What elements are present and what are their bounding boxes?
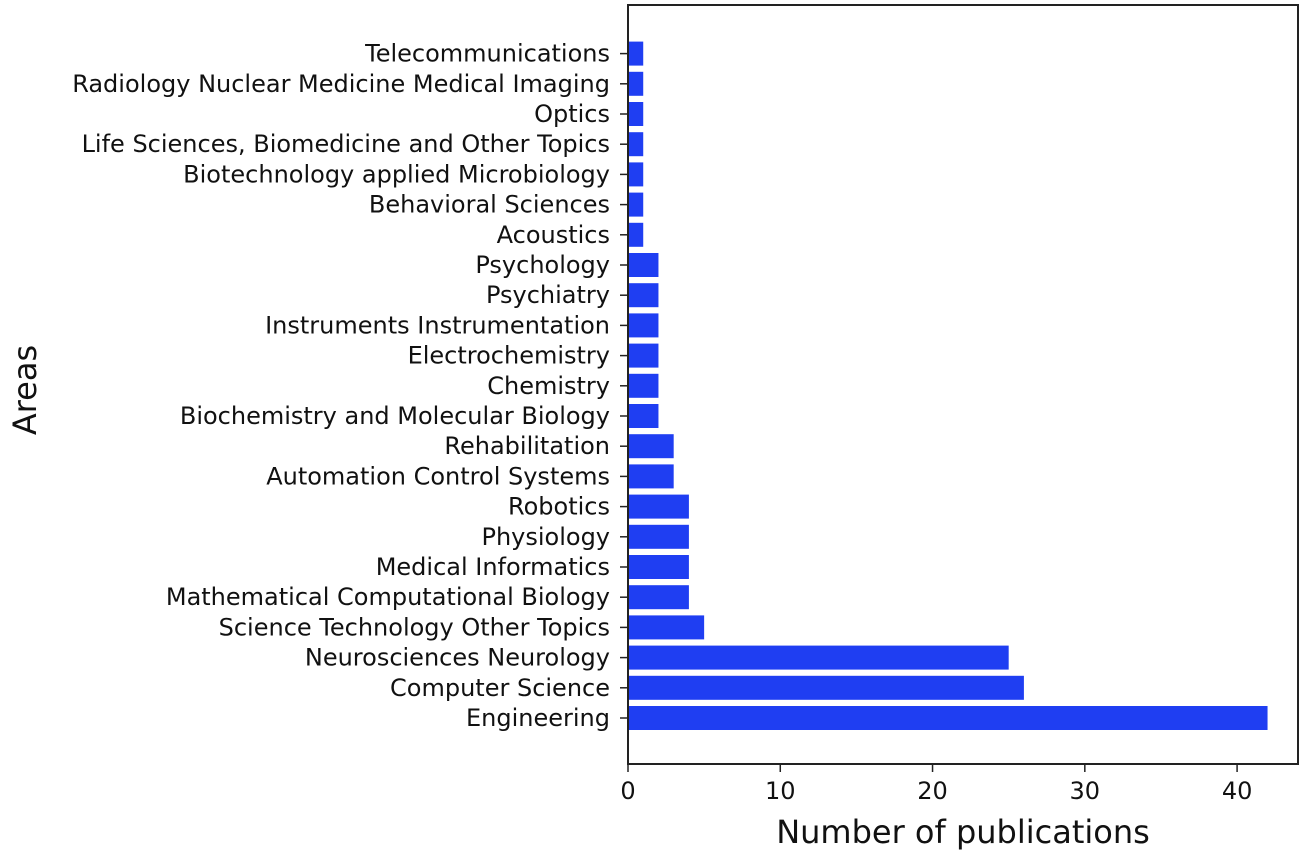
y-tick-label: Computer Science [390,674,610,702]
y-tick-label: Science Technology Other Topics [219,613,610,641]
y-tick-label: Physiology [481,523,610,551]
bar-computer-science [628,675,1024,700]
y-tick-label: Engineering [466,704,610,732]
bar-instruments-instrumentation [628,313,659,338]
bars-layer [628,41,1268,730]
y-tick-label: Chemistry [487,372,610,400]
bar-optics [628,102,644,126]
bar-psychology [628,253,659,277]
y-tick-label: Medical Informatics [376,553,610,581]
bar-biotechnology-applied-microbiology [628,162,644,187]
x-tick-label: 10 [765,777,796,805]
y-tick-label: Biotechnology applied Microbiology [183,160,610,188]
bar-physiology [628,524,689,549]
y-tick-label: Behavioral Sciences [369,191,610,219]
bar-mathematical-computational-biology [628,585,689,610]
x-tick-label: 30 [1070,777,1101,805]
bar-life-sciences-biomedicine-and-other-topics [628,132,644,157]
y-tick-label: Instruments Instrumentation [265,311,610,339]
y-tick-label: Robotics [508,493,610,521]
bar-engineering [628,706,1268,730]
bar-medical-informatics [628,555,689,579]
x-axis-title: Number of publications [776,813,1150,851]
y-tick-label: Life Sciences, Biomedicine and Other Top… [82,130,610,158]
bar-robotics [628,494,689,519]
y-tick-label: Radiology Nuclear Medicine Medical Imagi… [72,70,610,98]
bar-chemistry [628,373,659,398]
bar-rehabilitation [628,434,674,459]
bar-electrochemistry [628,343,659,368]
y-tick-label: Electrochemistry [408,342,610,370]
bar-automation-control-systems [628,464,674,489]
y-tick-label: Psychology [475,251,610,279]
x-tick-label: 0 [620,777,635,805]
bar-radiology-nuclear-medicine-medical-imaging [628,71,644,96]
y-tick-label: Acoustics [497,221,610,249]
y-tick-label: Rehabilitation [444,432,610,460]
x-tick-label: 40 [1222,777,1253,805]
bar-neurosciences-neurology [628,645,1009,670]
bar-psychiatry [628,283,659,308]
y-tick-label: Psychiatry [486,281,610,309]
y-tick-label: Neurosciences Neurology [305,644,610,672]
y-axis-title: Areas [6,345,44,435]
y-tick-label: Telecommunications [364,40,610,68]
y-tick-label: Biochemistry and Molecular Biology [180,402,610,430]
plot-frame [627,4,1299,765]
bar-science-technology-other-topics [628,615,705,640]
y-tick-label: Mathematical Computational Biology [166,583,610,611]
x-axis-ticks: 0 10 20 30 40 [620,764,1252,805]
bar-behavioral-sciences [628,192,644,217]
bar-telecommunications [628,41,644,66]
y-tick-label: Optics [534,100,610,128]
y-tick-label: Automation Control Systems [266,462,610,490]
x-tick-label: 20 [917,777,948,805]
bar-biochemistry-and-molecular-biology [628,404,659,428]
bar-acoustics [628,222,644,247]
